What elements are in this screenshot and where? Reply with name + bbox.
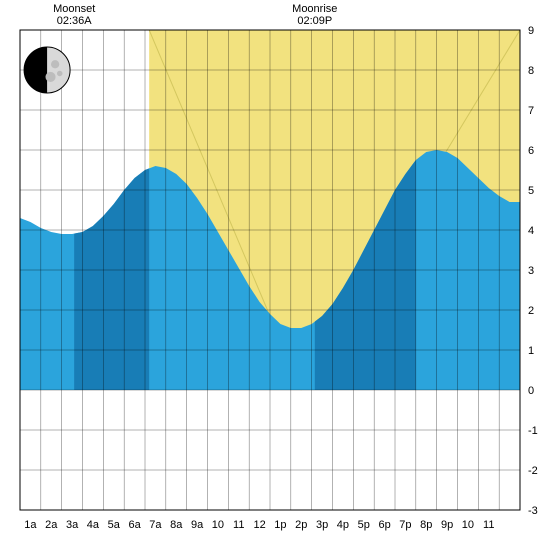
- y-tick-label: 5: [528, 185, 534, 197]
- chart-svg: -3-2-101234567891a2a3a4a5a6a7a8a9a101112…: [0, 0, 550, 550]
- moon-phase-icon: [24, 47, 70, 93]
- x-tick-label: 2p: [295, 519, 307, 531]
- x-tick-label: 4a: [87, 519, 100, 531]
- x-tick-label: 11: [483, 519, 494, 531]
- x-tick-label: 8p: [420, 519, 432, 531]
- tide-chart: -3-2-101234567891a2a3a4a5a6a7a8a9a101112…: [0, 0, 550, 550]
- x-tick-label: 9p: [441, 519, 453, 531]
- y-tick-label: -3: [528, 505, 538, 517]
- x-tick-label: 12: [253, 519, 265, 531]
- moonset-time: 02:36A: [57, 15, 93, 27]
- x-tick-label: 11: [233, 519, 244, 531]
- x-tick-label: 7a: [149, 519, 162, 531]
- y-tick-label: 6: [528, 145, 534, 157]
- x-tick-label: 4p: [337, 519, 349, 531]
- x-tick-label: 2a: [45, 519, 58, 531]
- x-tick-label: 7p: [399, 519, 411, 531]
- y-tick-label: 2: [528, 305, 534, 317]
- y-tick-label: 9: [528, 25, 534, 37]
- y-tick-label: 4: [528, 225, 534, 237]
- x-tick-label: 8a: [170, 519, 183, 531]
- y-tick-label: 3: [528, 265, 534, 277]
- x-tick-label: 6p: [378, 519, 390, 531]
- y-tick-label: -2: [528, 465, 538, 477]
- x-tick-label: 3p: [316, 519, 328, 531]
- moonrise-label: Moonrise: [292, 3, 337, 15]
- x-tick-label: 10: [462, 519, 474, 531]
- moonrise-time: 02:09P: [297, 15, 332, 27]
- x-tick-label: 1p: [274, 519, 286, 531]
- x-tick-label: 9a: [191, 519, 204, 531]
- y-tick-label: 7: [528, 105, 534, 117]
- y-tick-label: 0: [528, 385, 534, 397]
- y-tick-label: 8: [528, 65, 534, 77]
- x-tick-label: 1a: [24, 519, 37, 531]
- y-tick-label: 1: [528, 345, 534, 357]
- y-tick-label: -1: [528, 425, 538, 437]
- x-tick-label: 3a: [66, 519, 79, 531]
- x-tick-label: 5p: [358, 519, 370, 531]
- x-tick-label: 5a: [108, 519, 121, 531]
- x-tick-label: 6a: [128, 519, 141, 531]
- x-tick-label: 10: [212, 519, 224, 531]
- moonset-label: Moonset: [53, 3, 95, 15]
